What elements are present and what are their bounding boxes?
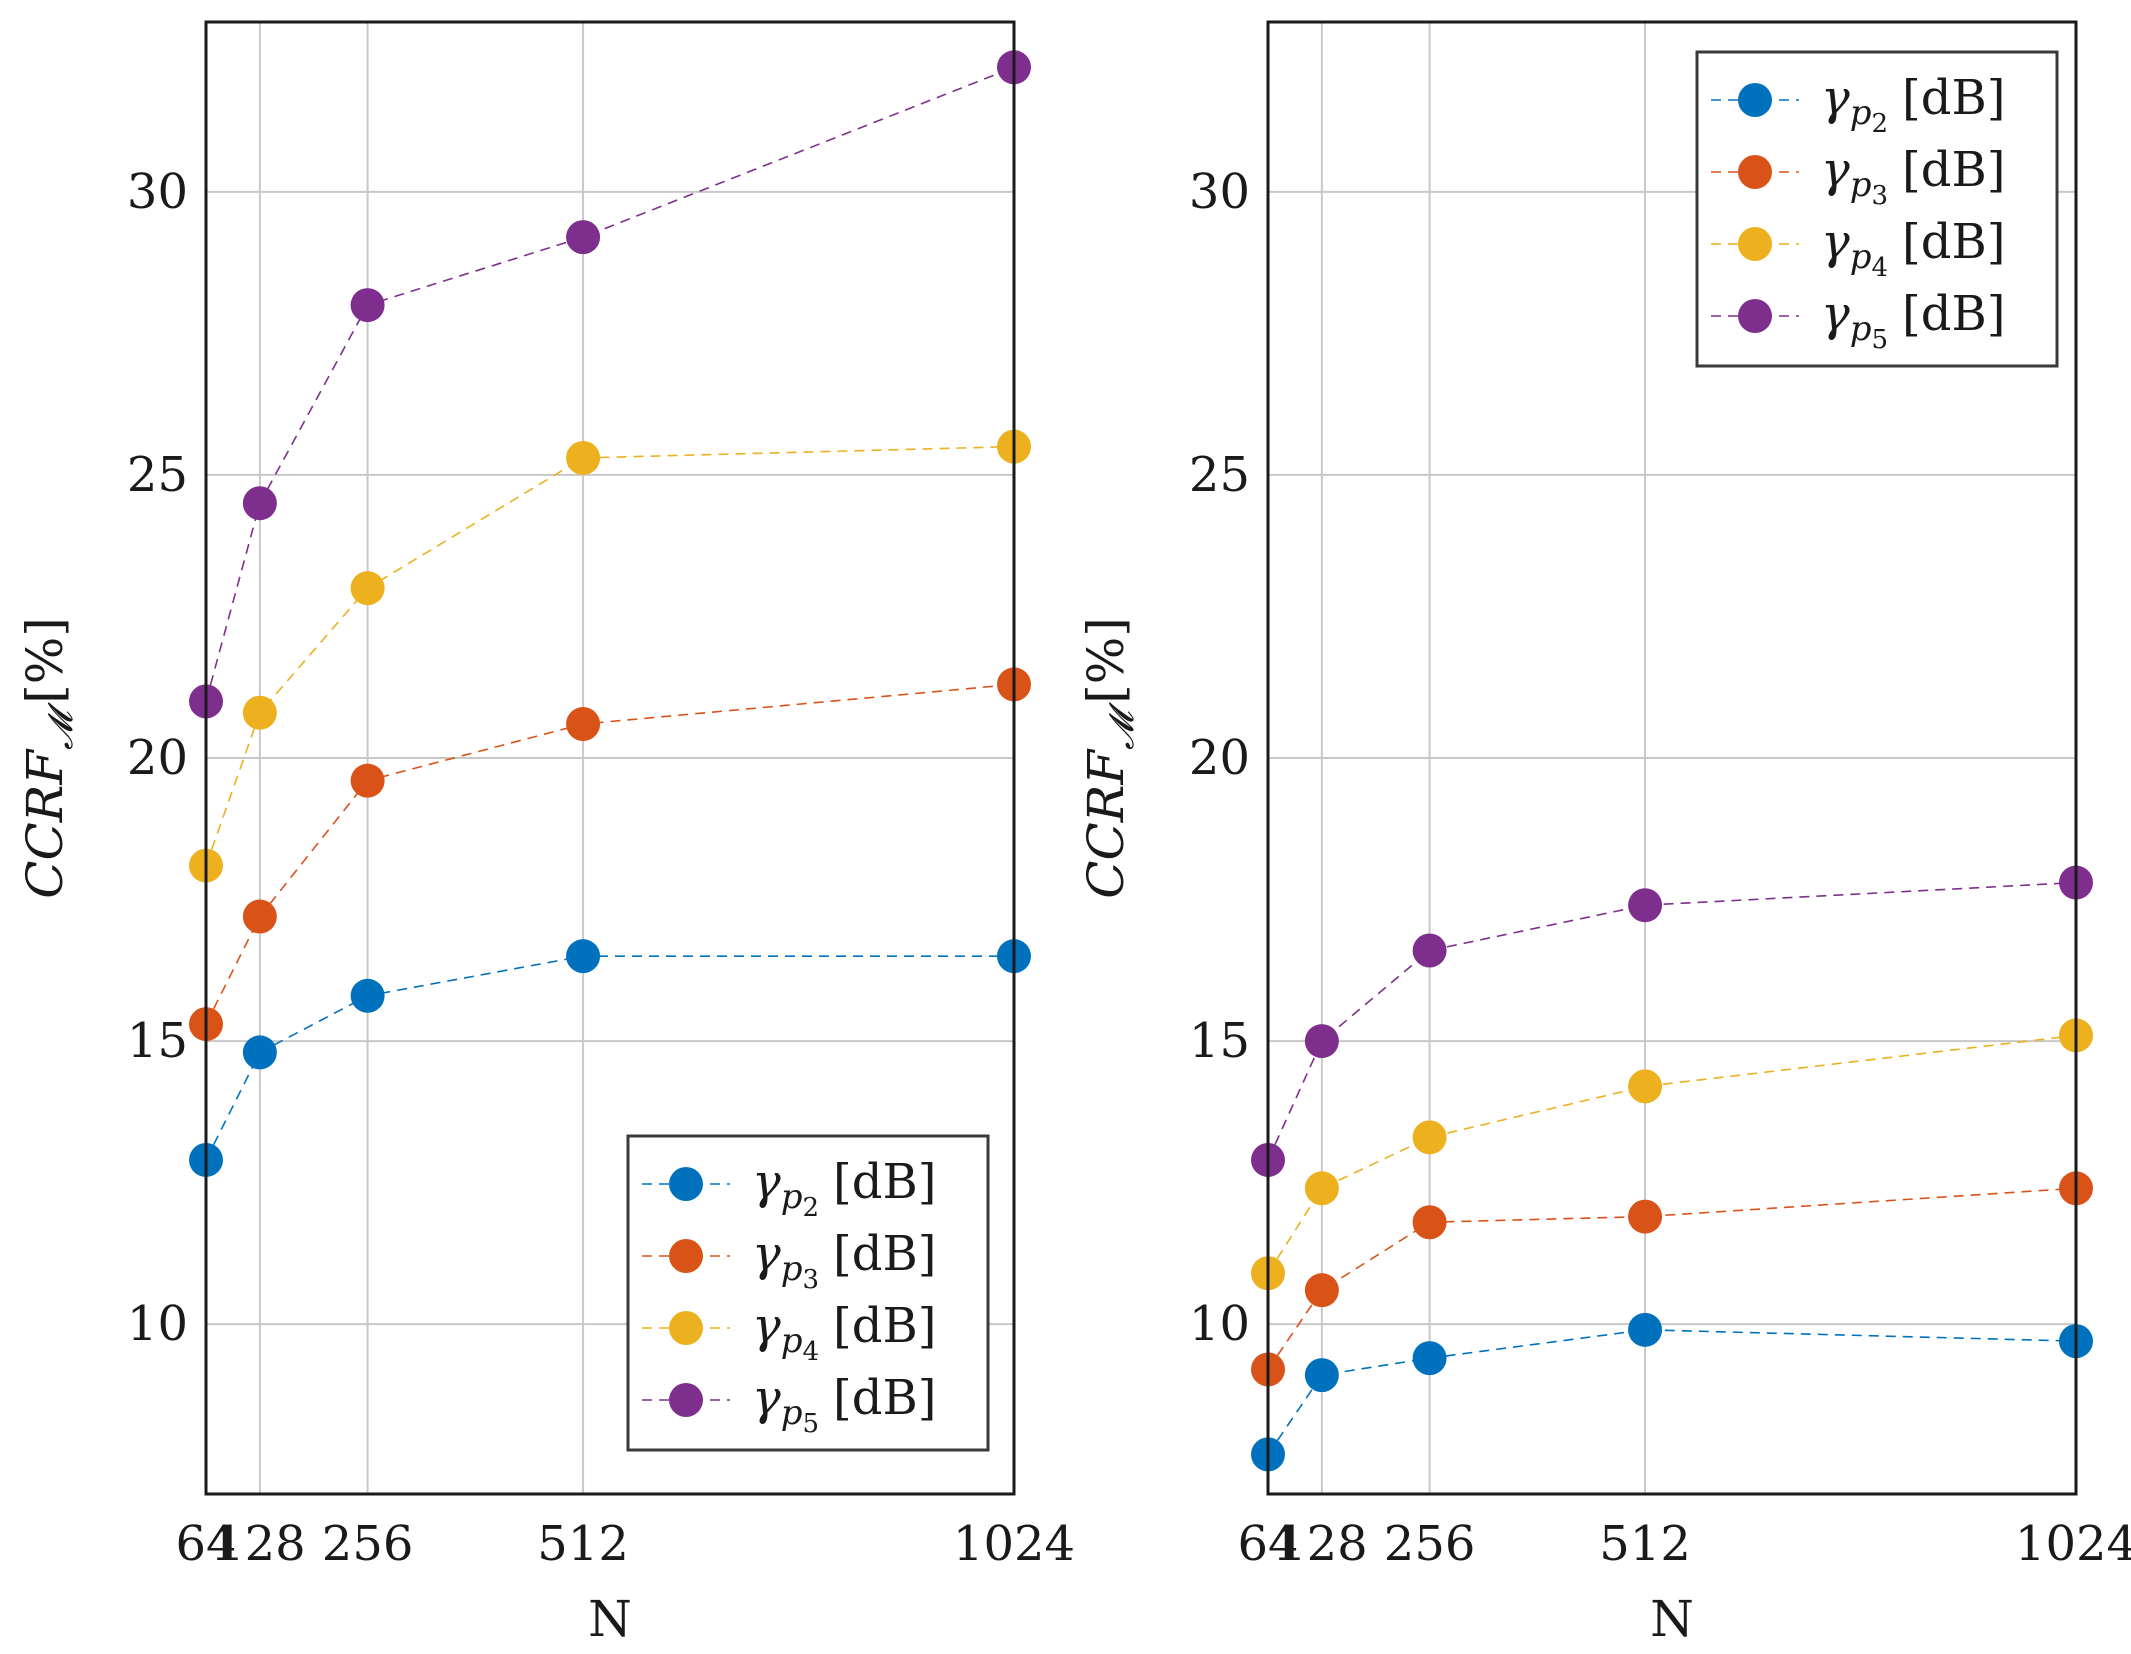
y-tick-label: 30 xyxy=(127,164,188,220)
data-point xyxy=(566,939,601,974)
series-5 xyxy=(189,50,1031,719)
legend-entry: γp4 [dB] xyxy=(642,1298,936,1367)
data-point xyxy=(350,978,385,1013)
series-line xyxy=(205,66,1015,702)
y-tick-label: 30 xyxy=(1189,164,1250,220)
y-axis-label: CCRF𝓜[%] xyxy=(16,617,81,898)
data-point xyxy=(1412,1341,1447,1376)
series-line xyxy=(1267,881,2077,1161)
data-point xyxy=(1304,1024,1339,1059)
data-point xyxy=(566,707,601,742)
x-tick-label: 64 xyxy=(175,1516,236,1572)
x-axis-label: N xyxy=(1650,1590,1694,1648)
legend-entry: γp2 [dB] xyxy=(642,1154,936,1223)
data-point xyxy=(242,899,277,934)
data-point xyxy=(242,1035,277,1070)
legend-marker xyxy=(1738,83,1772,117)
legend-entry: γp5 [dB] xyxy=(642,1370,936,1439)
legend-label: γp4 [dB] xyxy=(1821,214,2005,283)
series-line xyxy=(205,445,1015,866)
data-point xyxy=(350,763,385,798)
legend-label: γp3 [dB] xyxy=(752,1226,936,1295)
legend-marker xyxy=(669,1311,703,1345)
legend: γp2 [dB]γp3 [dB]γp4 [dB]γp5 [dB] xyxy=(1695,50,2059,368)
y-tick-label: 10 xyxy=(127,1296,188,1352)
y-axis-label: CCRF𝓜[%] xyxy=(1077,617,1142,898)
series-line xyxy=(205,683,1015,1025)
data-point xyxy=(566,220,601,255)
data-point xyxy=(1628,888,1663,923)
data-point xyxy=(1304,1273,1339,1308)
x-tick-label: 128 xyxy=(214,1516,306,1572)
data-point xyxy=(350,571,385,606)
x-tick-label: 512 xyxy=(1599,1516,1691,1572)
x-tick-label: 64 xyxy=(1237,1516,1298,1572)
y-tick-label: 10 xyxy=(1189,1296,1250,1352)
series-line xyxy=(1267,1187,2077,1370)
x-tick-label: 256 xyxy=(322,1516,414,1572)
series-5 xyxy=(1251,865,2093,1177)
legend-label: γp5 [dB] xyxy=(1821,286,2005,355)
series-4 xyxy=(1251,1018,2093,1291)
data-point xyxy=(1412,933,1447,968)
legend-marker xyxy=(669,1239,703,1273)
series-2 xyxy=(1251,1312,2093,1472)
legend-marker xyxy=(1738,299,1772,333)
series-4 xyxy=(189,429,1031,883)
series-line xyxy=(1267,1329,2077,1455)
data-point xyxy=(1304,1358,1339,1393)
legend-entry: γp2 [dB] xyxy=(1711,70,2005,139)
legend-marker xyxy=(669,1383,703,1417)
data-point xyxy=(350,288,385,323)
x-tick-label: 512 xyxy=(537,1516,629,1572)
data-point xyxy=(242,695,277,730)
data-point xyxy=(1628,1199,1663,1234)
data-point xyxy=(242,486,277,521)
x-tick-label: 1024 xyxy=(953,1516,1075,1572)
legend-entry: γp4 [dB] xyxy=(1711,214,2005,283)
series-line xyxy=(1267,1034,2077,1274)
series-3 xyxy=(189,667,1031,1042)
y-tick-label: 20 xyxy=(127,730,188,786)
data-point xyxy=(566,440,601,475)
plot-frame xyxy=(1266,20,2078,1496)
legend-marker xyxy=(669,1167,703,1201)
data-point xyxy=(1412,1120,1447,1155)
plot-frame xyxy=(204,20,1016,1496)
y-tick-labels: 10 15 20 25 30 xyxy=(127,164,188,1352)
legend-entry: γp3 [dB] xyxy=(1711,142,2005,211)
x-tick-label: 128 xyxy=(1276,1516,1368,1572)
legend-marker xyxy=(1738,227,1772,261)
x-tick-label: 1024 xyxy=(2015,1516,2131,1572)
legend-label: γp2 [dB] xyxy=(752,1154,936,1223)
legend-label: γp4 [dB] xyxy=(752,1298,936,1367)
y-tick-label: 25 xyxy=(1189,447,1250,503)
data-point xyxy=(1628,1312,1663,1347)
data-point xyxy=(1412,1205,1447,1240)
legend-entry: γp5 [dB] xyxy=(1711,286,2005,355)
legend-label: γp2 [dB] xyxy=(1821,70,2005,139)
legend-label: γp5 [dB] xyxy=(752,1370,936,1439)
y-tick-label: 25 xyxy=(127,447,188,503)
x-tick-label: 256 xyxy=(1384,1516,1476,1572)
data-point xyxy=(1304,1171,1339,1206)
y-tick-label: 20 xyxy=(1189,730,1250,786)
series-line xyxy=(205,955,1014,1161)
series-3 xyxy=(1251,1171,2093,1387)
x-axis-label: N xyxy=(588,1590,632,1648)
y-tick-label: 15 xyxy=(1189,1013,1250,1069)
y-tick-labels: 10 15 20 25 30 xyxy=(1189,164,1250,1352)
legend-entry: γp3 [dB] xyxy=(642,1226,936,1295)
legend-marker xyxy=(1738,155,1772,189)
data-point xyxy=(1628,1069,1663,1104)
legend-label: γp3 [dB] xyxy=(1821,142,2005,211)
y-tick-label: 15 xyxy=(127,1013,188,1069)
legend: γp2 [dB]γp3 [dB]γp4 [dB]γp5 [dB] xyxy=(626,1134,990,1452)
